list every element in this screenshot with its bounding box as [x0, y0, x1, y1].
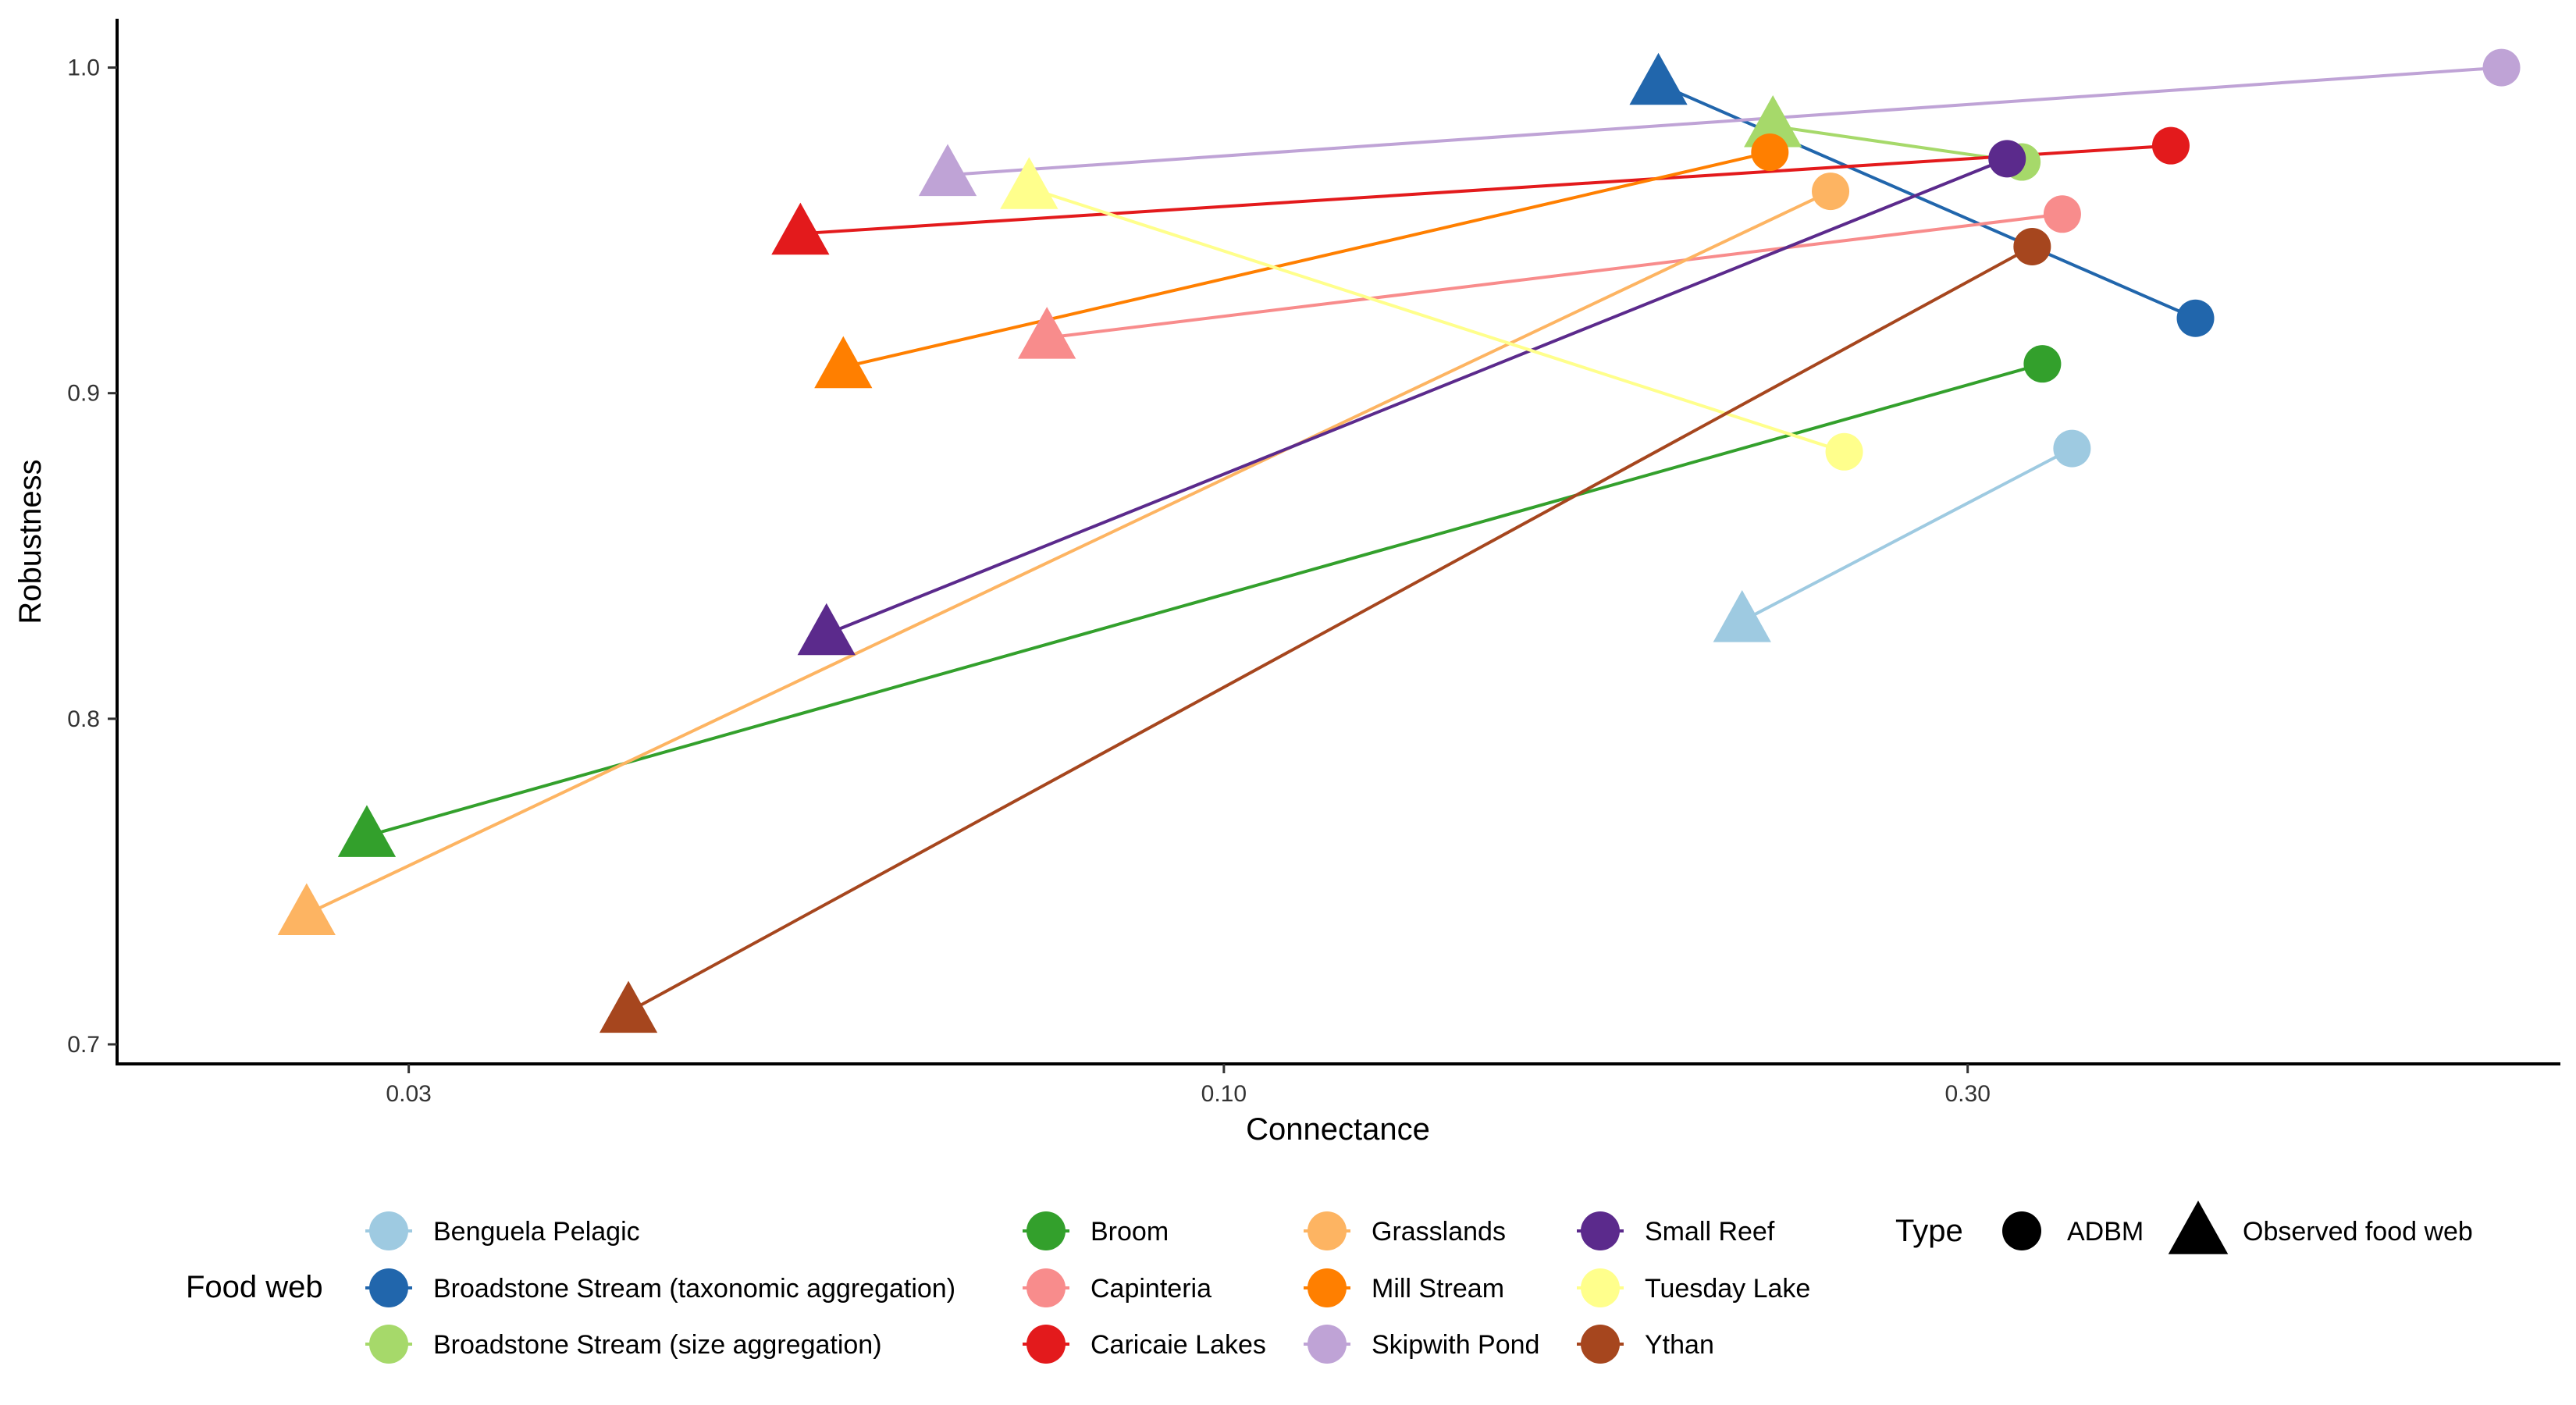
- observed-point-grasslands: [277, 883, 336, 935]
- legend-label-broadstone-stream-size-aggregation: Broadstone Stream (size aggregation): [433, 1330, 882, 1360]
- series-line-broadstone-stream-size-aggregation: [1772, 124, 2023, 164]
- observed-point-tuesday-lake: [1000, 157, 1059, 209]
- legend-label-skipwith-pond: Skipwith Pond: [1372, 1330, 1539, 1360]
- legend-label-capinteria: Capinteria: [1091, 1274, 1212, 1304]
- series-lines: [305, 66, 2502, 1014]
- adbm-point-skipwith-pond: [2482, 48, 2521, 87]
- legend-key-benguela-pelagic: [369, 1211, 408, 1250]
- observed-point-benguela-pelagic: [1713, 590, 1771, 642]
- adbm-point-broom: [2023, 345, 2062, 383]
- legend-key-broadstone-stream-taxonomic-aggregation: [369, 1268, 408, 1307]
- observed-point-broadstone-stream-taxonomic-aggregation: [1629, 52, 1688, 105]
- legend-type-label-observed-food-web: Observed food web: [2243, 1217, 2473, 1247]
- observed-point-small-reef: [797, 603, 856, 656]
- x-axis-label: Connectance: [1246, 1112, 1430, 1147]
- legend-key-caricaie-lakes: [1026, 1325, 1066, 1364]
- legend-key-broadstone-stream-size-aggregation: [369, 1325, 408, 1364]
- legend-label-tuesday-lake: Tuesday Lake: [1645, 1274, 1810, 1304]
- y-tick-label: 0.9: [67, 381, 100, 407]
- observed-point-skipwith-pond: [918, 144, 977, 197]
- series-line-capinteria: [1046, 212, 2063, 340]
- observed-point-capinteria: [1018, 307, 1076, 359]
- legend-food-web-title: Food web: [186, 1270, 323, 1304]
- legend-key-ythan: [1581, 1325, 1620, 1364]
- y-axis-label: Robustness: [13, 459, 48, 624]
- legend-label-small-reef: Small Reef: [1645, 1217, 1775, 1247]
- legend-label-caricaie-lakes: Caricaie Lakes: [1091, 1330, 1266, 1360]
- x-tick-label: 0.03: [386, 1081, 431, 1107]
- legend-type-key-adbm: [2002, 1211, 2041, 1250]
- legend-label-benguela-pelagic: Benguela Pelagic: [433, 1217, 640, 1247]
- y-tick-label: 1.0: [67, 55, 100, 81]
- observed-point-ythan: [599, 980, 658, 1033]
- series-line-grasslands: [305, 190, 1831, 916]
- legend-type-title: Type: [1895, 1214, 1963, 1248]
- legend-type-label-adbm: ADBM: [2067, 1217, 2144, 1247]
- x-tick-label: 0.30: [1944, 1081, 1990, 1107]
- series-line-ythan: [628, 245, 2033, 1014]
- series-line-broadstone-stream-taxonomic-aggregation: [1657, 82, 2197, 320]
- observed-point-broadstone-stream-size-aggregation: [1744, 94, 1802, 148]
- legend-type-key-observed-food-web: [2168, 1200, 2229, 1254]
- series-line-tuesday-lake: [1028, 187, 1845, 454]
- legend-label-broadstone-stream-taxonomic-aggregation: Broadstone Stream (taxonomic aggregation…: [433, 1274, 955, 1304]
- series-line-caricaie-lakes: [800, 144, 2172, 236]
- legend-key-broom: [1026, 1211, 1066, 1250]
- x-tick-label: 0.10: [1201, 1081, 1247, 1107]
- adbm-point-broadstone-stream-taxonomic-aggregation: [2176, 299, 2215, 337]
- adbm-point-caricaie-lakes: [2151, 126, 2190, 165]
- legend-key-small-reef: [1581, 1211, 1620, 1250]
- observed-point-caricaie-lakes: [771, 202, 830, 255]
- legend-key-mill-stream: [1308, 1268, 1347, 1307]
- series-line-mill-stream: [842, 151, 1770, 369]
- y-tick-label: 0.7: [67, 1032, 100, 1058]
- legend-label-mill-stream: Mill Stream: [1372, 1274, 1504, 1304]
- legend-label-ythan: Ythan: [1645, 1330, 1714, 1360]
- legend-key-capinteria: [1026, 1268, 1066, 1307]
- series-line-broom: [366, 362, 2043, 838]
- adbm-point-mill-stream: [1751, 133, 1789, 172]
- series-line-benguela-pelagic: [1741, 446, 2073, 623]
- adbm-point-ythan: [2013, 227, 2051, 265]
- adbm-point-tuesday-lake: [1825, 432, 1863, 471]
- series-line-skipwith-pond: [947, 66, 2502, 177]
- legend-label-broom: Broom: [1091, 1217, 1169, 1247]
- legend-label-grasslands: Grasslands: [1372, 1217, 1506, 1247]
- ticks: 0.03 0.10 0.30 0.7 0.8 0.9 1.0: [67, 55, 1991, 1107]
- observed-point-broom: [337, 805, 397, 857]
- axes: Connectance Robustness: [13, 19, 2560, 1147]
- adbm-point-grasslands: [1812, 173, 1850, 211]
- adbm-point-capinteria: [2043, 195, 2081, 233]
- legend-key-tuesday-lake: [1581, 1268, 1620, 1307]
- adbm-point-benguela-pelagic: [2053, 429, 2091, 468]
- series-line-small-reef: [825, 157, 2008, 636]
- series-points: [277, 48, 2521, 1033]
- y-tick-label: 0.8: [67, 706, 100, 732]
- legend-key-skipwith-pond: [1308, 1325, 1347, 1364]
- legend: Food web Type Benguela Pelagic Broadstone…: [186, 1200, 2473, 1364]
- observed-point-mill-stream: [814, 336, 873, 389]
- adbm-point-small-reef: [1988, 140, 2026, 178]
- legend-key-grasslands: [1308, 1211, 1347, 1250]
